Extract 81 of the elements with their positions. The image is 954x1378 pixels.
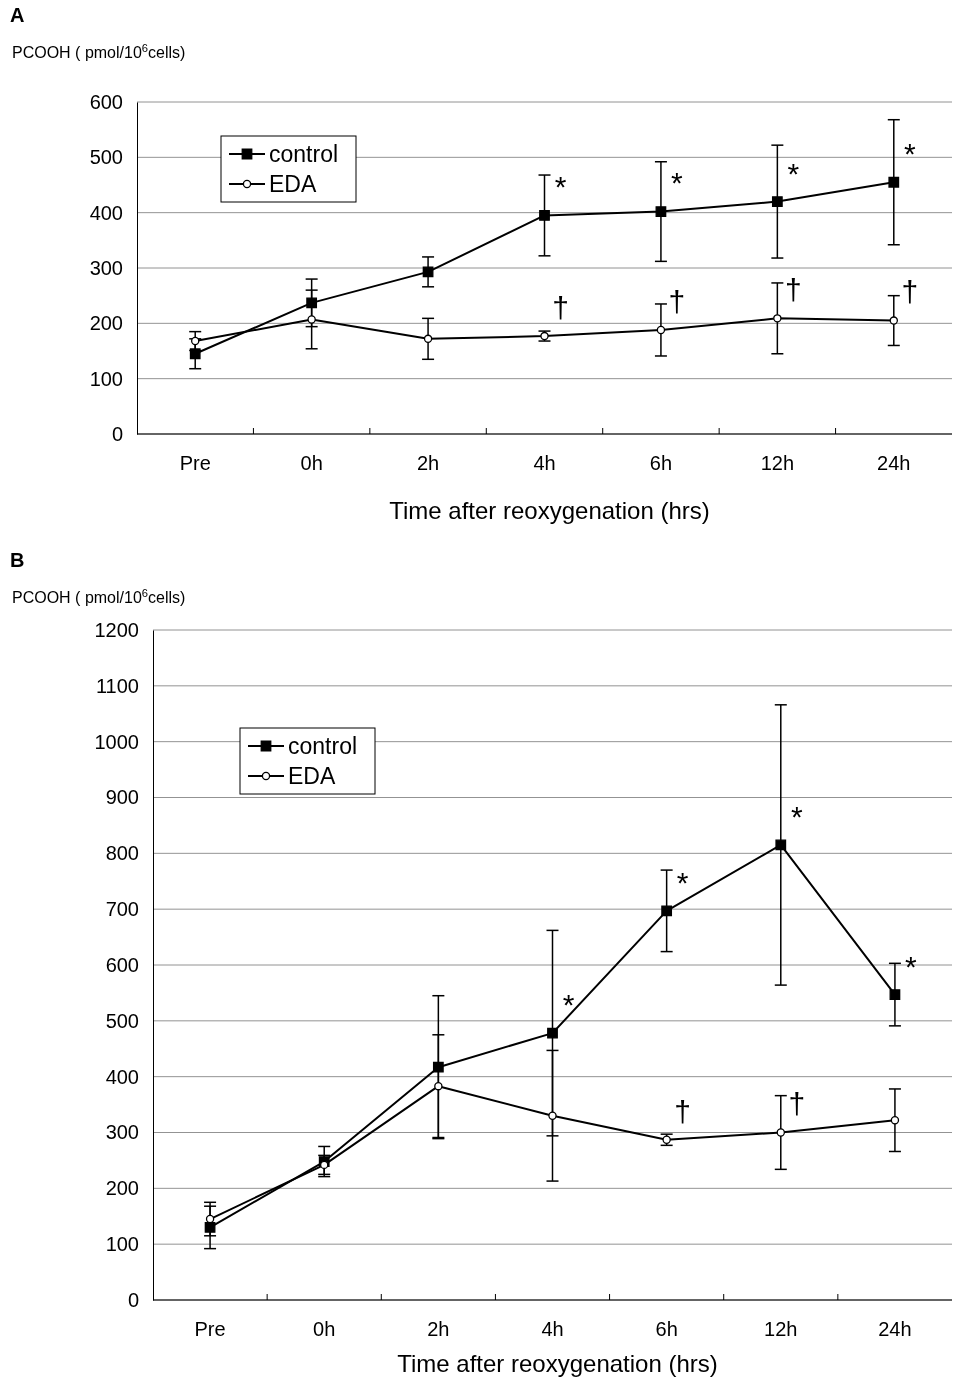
x-tick-label: 4h [541, 1318, 564, 1340]
y-tick-label: 900 [105, 786, 139, 809]
point [320, 1160, 329, 1170]
y-tick-label: 600 [89, 90, 123, 113]
y-tick-label: 0 [111, 422, 123, 445]
x-axis-title: Time after reoxygenation (hrs) [389, 497, 710, 524]
y-tick-label: 0 [127, 1288, 139, 1311]
x-tick-label: 0h [313, 1318, 336, 1340]
point [890, 1116, 900, 1125]
point [889, 989, 901, 1000]
legend-label: control [269, 141, 339, 167]
y-tick-label: 500 [105, 1009, 139, 1032]
annotation: * [787, 156, 800, 190]
y-tick-label: 300 [105, 1121, 139, 1144]
x-tick-label: 2h [416, 452, 440, 474]
y-tick-label: 800 [105, 842, 139, 865]
point [191, 336, 200, 346]
annotation: † [668, 284, 686, 318]
point [655, 206, 667, 217]
point [547, 1027, 558, 1039]
point [771, 196, 783, 207]
legend-label: EDA [269, 171, 317, 197]
y-tick-label: 100 [89, 367, 123, 390]
point [889, 316, 898, 325]
annotation: * [554, 170, 567, 204]
legend-label: EDA [288, 763, 336, 789]
y-tick-label: 1200 [94, 618, 139, 641]
point [423, 334, 433, 344]
x-tick-label: 24h [877, 452, 911, 474]
point [539, 210, 550, 221]
y-tick-label: 500 [89, 146, 123, 169]
annotation: * [903, 137, 916, 171]
point [422, 266, 434, 278]
annotation: † [552, 290, 569, 324]
point [434, 1081, 443, 1091]
chart-title: B [10, 549, 25, 571]
annotation: * [562, 988, 575, 1022]
x-tick-label: Pre [179, 452, 211, 474]
annotation: † [901, 275, 919, 309]
y-tick-label: 200 [89, 312, 123, 335]
y-tick-label: 600 [105, 953, 139, 976]
chart-title: A [10, 4, 25, 26]
point [661, 905, 673, 917]
point [306, 297, 318, 309]
legend-label: control [288, 733, 358, 759]
annotation: * [790, 799, 803, 833]
point [776, 1128, 785, 1137]
y-tick-label: 300 [89, 256, 123, 279]
x-tick-label: Pre [194, 1318, 226, 1340]
point [656, 325, 666, 335]
annotation: * [676, 865, 689, 899]
annotation: † [674, 1094, 691, 1128]
x-tick-label: 6h [649, 452, 673, 474]
y-tick-label: 400 [89, 201, 123, 224]
x-tick-label: 0h [300, 452, 323, 474]
point [189, 348, 201, 360]
x-tick-label: 4h [533, 452, 556, 474]
y-tick-label: 200 [105, 1177, 139, 1200]
x-tick-label: 6h [655, 1318, 678, 1340]
annotation: † [788, 1087, 806, 1121]
y-tick-label: 400 [105, 1065, 139, 1088]
y-axis-title: PCOOH ( pmol/10$^{6}$cells) [12, 42, 186, 61]
y-tick-label: 1000 [94, 730, 139, 753]
x-tick-label: 24h [878, 1318, 912, 1340]
point [888, 176, 900, 188]
point [775, 839, 787, 851]
y-axis-title: PCOOH ( pmol/10$^{6}$cells) [12, 587, 186, 606]
point [548, 1111, 557, 1120]
point [773, 314, 782, 323]
x-tick-label: 12h [764, 1318, 798, 1340]
annotation: * [671, 166, 684, 200]
y-tick-label: 1100 [95, 674, 139, 697]
x-axis-title: Time after reoxygenation (hrs) [397, 1350, 718, 1377]
x-tick-label: 12h [760, 452, 795, 474]
annotation: † [785, 273, 802, 307]
x-tick-label: 2h [427, 1318, 450, 1340]
y-tick-label: 100 [105, 1233, 139, 1256]
annotation: * [905, 949, 918, 983]
y-tick-label: 700 [105, 898, 139, 921]
point [432, 1061, 444, 1073]
point [307, 315, 316, 324]
